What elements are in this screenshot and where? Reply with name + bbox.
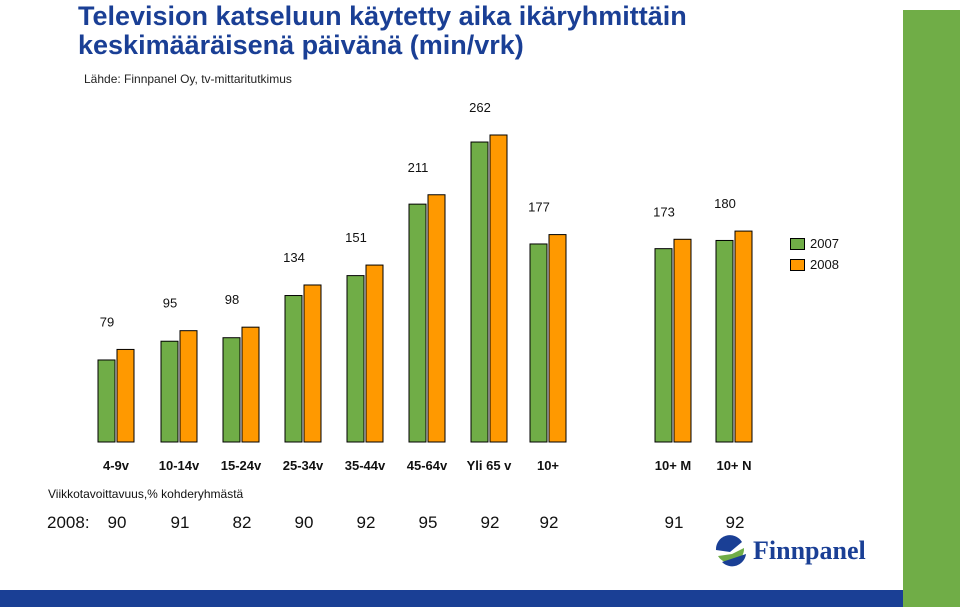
reach-value: 92	[356, 513, 376, 532]
data-label: 79	[100, 314, 114, 329]
bar-2007-10plus-N	[715, 239, 734, 443]
bar-2007-35-44v	[346, 275, 365, 443]
source-text: Lähde: Finnpanel Oy, tv-mittaritutkimus	[84, 72, 292, 86]
category-label: 15-24v	[221, 458, 262, 473]
category-label: 10+	[537, 458, 559, 473]
reach-row-label: 2008:	[47, 513, 90, 532]
finnpanel-logo-icon	[715, 535, 746, 567]
category-label: 10+ M	[655, 458, 692, 473]
bar-2007-Yli-65-v	[470, 141, 489, 443]
bar-2008-10plus	[548, 234, 567, 443]
category-label: 10+ N	[716, 458, 751, 473]
right-accent-bar	[903, 10, 960, 607]
data-label: 134	[283, 250, 305, 265]
reach-value: 91	[170, 513, 190, 532]
legend-item-2007: 2007	[790, 233, 839, 254]
bar-2007-45-64v	[408, 203, 427, 443]
data-label: 173	[653, 204, 675, 219]
bar-2008-25-34v	[303, 284, 322, 443]
bar-2007-15-24v	[222, 337, 241, 443]
reach-value: 92	[725, 513, 745, 532]
category-label: 10-14v	[159, 458, 200, 473]
bar-2008-45-64v	[427, 194, 446, 443]
legend-swatch-2008	[790, 258, 805, 271]
bar-2007-10-14v	[160, 340, 179, 443]
legend-label-2008: 2008	[810, 257, 839, 272]
data-label: 262	[469, 100, 491, 115]
bar-2008-35-44v	[365, 264, 384, 443]
title-line-2: keskimääräisenä päivänä (min/vrk)	[78, 30, 524, 60]
reach-value: 90	[294, 513, 314, 532]
reach-value: 95	[418, 513, 438, 532]
finnpanel-logo: Finnpanel	[712, 534, 866, 568]
bar-2008-4-9v	[116, 348, 135, 443]
bar-2007-10plus-M	[654, 248, 673, 443]
bar-2008-10plus-M	[673, 238, 692, 443]
bar-2007-25-34v	[284, 295, 303, 443]
legend-swatch-2007	[790, 237, 805, 250]
category-label: 35-44v	[345, 458, 386, 473]
bar-2008-15-24v	[241, 326, 260, 443]
legend-label-2007: 2007	[810, 236, 839, 251]
category-label: 4-9v	[103, 458, 130, 473]
bar-2007-4-9v	[97, 359, 116, 443]
bar-2008-10plus-N	[734, 230, 753, 443]
bar-2008-10-14v	[179, 330, 198, 443]
title-line-1: Television katseluun käytetty aika ikäry…	[78, 1, 687, 31]
reach-value: 82	[232, 513, 252, 532]
category-label: 45-64v	[407, 458, 448, 473]
bottom-accent-bar	[0, 590, 903, 607]
page-title: Television katseluun käytetty aika ikäry…	[78, 2, 687, 60]
reach-value: 92	[539, 513, 559, 532]
data-label: 98	[225, 292, 239, 307]
data-label: 211	[408, 160, 429, 175]
reach-section-label: Viikkotavoittavuus,% kohderyhmästä	[48, 487, 244, 501]
category-label: 25-34v	[283, 458, 324, 473]
reach-value: 92	[480, 513, 500, 532]
data-label: 151	[345, 230, 367, 245]
data-label: 180	[714, 196, 736, 211]
data-label: 177	[528, 200, 550, 215]
reach-value: 91	[664, 513, 684, 532]
bar-2007-10plus	[529, 243, 548, 443]
bar-2008-Yli-65-v	[489, 134, 508, 443]
finnpanel-logo-text: Finnpanel	[753, 536, 866, 565]
data-label: 95	[163, 296, 177, 311]
category-label: Yli 65 v	[467, 458, 513, 473]
legend-item-2008: 2008	[790, 254, 839, 275]
reach-value: 90	[107, 513, 127, 532]
chart-legend: 2007 2008	[790, 233, 839, 275]
